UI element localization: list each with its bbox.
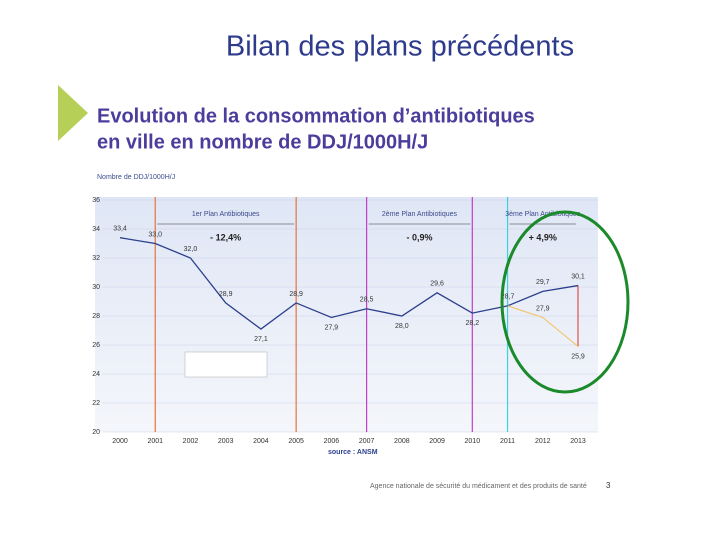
legend xyxy=(184,351,268,378)
highlight-circle xyxy=(500,210,630,394)
x-tick-label: 2003 xyxy=(218,438,234,445)
period-label: 1er Plan Antibiotiques xyxy=(192,211,260,218)
y-tick-label: 34 xyxy=(92,226,100,233)
value-label: 32,0 xyxy=(184,246,198,253)
y-tick-label: 22 xyxy=(92,400,100,407)
value-label: 27,9 xyxy=(536,305,550,312)
bullet-triangle xyxy=(58,85,88,141)
x-tick-label: 2001 xyxy=(147,438,163,445)
value-label: 29,7 xyxy=(536,279,550,286)
value-label: 33,0 xyxy=(148,231,162,238)
value-label: 28,9 xyxy=(219,291,233,298)
page-number: 3 xyxy=(606,481,611,490)
period-change: - 12,4% xyxy=(210,232,241,242)
x-tick-label: 2004 xyxy=(253,438,269,445)
period-label: 3ème Plan Antibiotiques xyxy=(505,211,581,218)
value-label: 28,0 xyxy=(395,323,409,330)
x-tick-label: 2011 xyxy=(500,438,515,445)
chart-title: Evolution de la consommation d’antibioti… xyxy=(97,105,535,127)
y-tick-label: 28 xyxy=(92,313,100,320)
x-tick-label: 2013 xyxy=(570,438,586,445)
y-tick-label: 20 xyxy=(92,429,100,436)
x-tick-label: 2006 xyxy=(324,438,340,445)
slide-title: Bilan des plans précédents xyxy=(226,31,574,63)
x-tick-label: 2009 xyxy=(429,438,445,445)
x-tick-label: 2000 xyxy=(112,438,128,445)
period-change: - 0,9% xyxy=(406,232,432,242)
period-label: 2ème Plan Antibiotiques xyxy=(382,211,458,218)
footer: Agence nationale de sécurité du médicame… xyxy=(370,483,587,490)
y-tick-label: 36 xyxy=(92,197,100,204)
y-tick-label: 26 xyxy=(92,342,100,349)
value-label: 30,1 xyxy=(571,273,585,280)
x-tick-label: 2012 xyxy=(535,438,551,445)
x-tick-label: 2005 xyxy=(288,438,304,445)
plot-background xyxy=(95,197,598,432)
value-label: 28,2 xyxy=(465,320,479,327)
value-label: 25,9 xyxy=(571,353,585,360)
value-label: 27,9 xyxy=(325,324,339,331)
x-tick-label: 2008 xyxy=(394,438,410,445)
series-line xyxy=(507,305,579,347)
source: source : ANSM xyxy=(328,449,378,456)
plot: 20 22 24 26 28 30 32 34 36 2000 2001 2002 2003 2004 20… xyxy=(92,197,598,445)
period-change: + 4,9% xyxy=(529,232,557,242)
value-label: 28,5 xyxy=(360,297,374,304)
y-tick-label: 24 xyxy=(92,371,100,378)
x-tick-label: 2010 xyxy=(465,438,481,445)
value-label: 29,6 xyxy=(430,281,444,288)
value-label: 28,7 xyxy=(501,294,515,301)
value-label: 33,4 xyxy=(113,226,127,233)
value-label: 27,1 xyxy=(254,336,268,343)
x-tick-label: 2002 xyxy=(183,438,199,445)
value-label: 28,9 xyxy=(289,291,303,298)
y-tick-label: 32 xyxy=(92,255,100,262)
x-tick-label: 2007 xyxy=(359,438,375,445)
y-axis-label: Nombre de DDJ/1000H/J xyxy=(97,174,175,181)
chart-title: en ville en nombre de DDJ/1000H/J xyxy=(97,131,428,153)
y-tick-label: 30 xyxy=(92,284,100,291)
